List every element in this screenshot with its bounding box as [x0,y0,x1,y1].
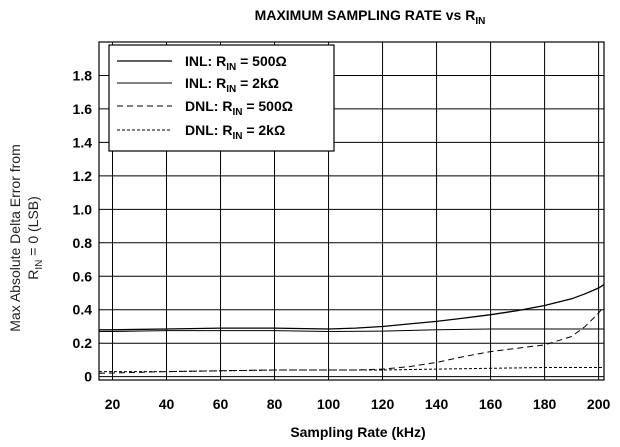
legend-label-dnl-500: DNL: RIN = 500Ω [185,98,293,118]
legend-label-dnl-2k: DNL: RIN = 2kΩ [185,122,285,142]
legend: INL: RIN = 500Ω INL: RIN = 2kΩ DNL: RIN … [108,44,335,152]
chart-title: MAXIMUM SAMPLING RATE vs RIN [255,7,486,27]
series-inl-500 [99,284,605,331]
svg-text:RIN = 0 (LSB): RIN = 0 (LSB) [25,196,45,280]
tick-labels: 20 40 60 80 100 120 140 160 180 200 0 0.2 0.4 0.6 0.8 1… [73,67,611,412]
y-tick-label: 0.6 [73,268,93,284]
y-tick-label: 1.6 [73,101,93,117]
x-tick-label: 80 [267,396,283,412]
series-dnl-2k [99,367,604,373]
x-tick-label: 40 [159,396,175,412]
legend-label-inl-2k: INL: RIN = 2kΩ [185,75,279,95]
svg-text:Max Absolute Delta Error from: Max Absolute Delta Error from [7,144,23,332]
series-inl-2k [99,328,604,333]
x-tick-label: 160 [479,396,503,412]
x-tick-label: 60 [213,396,229,412]
x-tick-label: 120 [371,396,395,412]
series-lines [98,284,605,374]
y-tick-label: 0 [84,369,92,385]
x-axis-label: Sampling Rate (kHz) [290,424,425,440]
y-axis-label: Max Absolute Delta Error from RIN = 0 (L… [7,144,45,332]
y-tick-label: 0.2 [73,335,93,351]
x-tick-label: 20 [105,396,121,412]
y-tick-label: 1.8 [73,67,93,83]
x-tick-label: 180 [533,396,557,412]
x-tick-label: 100 [317,396,341,412]
y-tick-label: 0.4 [73,302,93,318]
series-dnl-500 [98,306,605,374]
y-tick-label: 1.2 [73,168,93,184]
x-tick-label: 200 [587,396,611,412]
y-tick-label: 1.4 [73,134,93,150]
y-tick-label: 0.8 [73,235,93,251]
x-tick-label: 140 [425,396,449,412]
y-tick-label: 1.0 [73,201,93,217]
legend-label-inl-500: INL: RIN = 500Ω [185,53,287,73]
plot-frame [98,41,605,381]
legend-box [108,44,335,152]
